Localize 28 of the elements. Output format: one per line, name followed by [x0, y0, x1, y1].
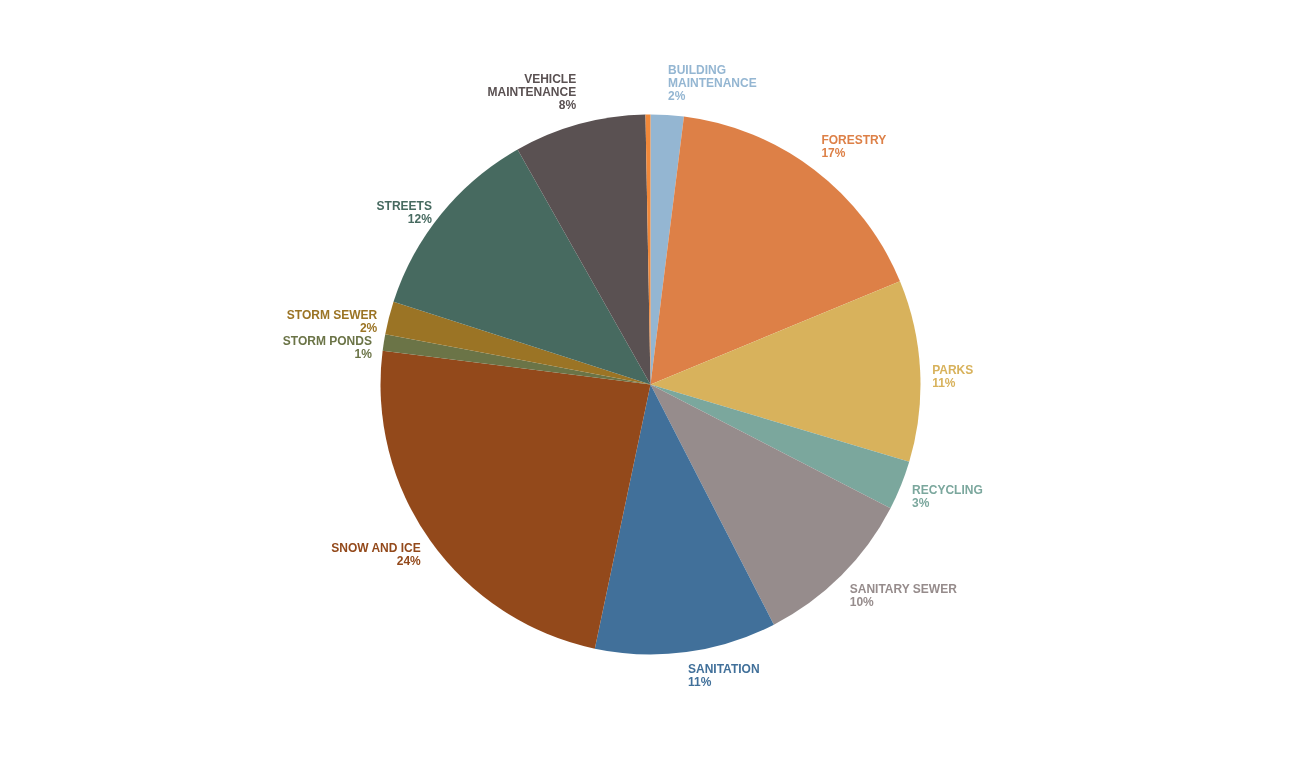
data-label: 8% — [558, 98, 577, 113]
slice-label: STREETS — [376, 199, 432, 214]
data-label: 24% — [396, 554, 422, 569]
data-label: 12% — [407, 212, 433, 227]
data-label: 10% — [849, 595, 875, 610]
slice-label: SANITATION — [687, 662, 760, 676]
slice-label: RECYCLING — [912, 482, 983, 497]
slice-label: SANITARY SEWER — [849, 582, 958, 597]
data-label: 17% — [821, 146, 846, 161]
slice-label: STORM PONDS — [282, 333, 372, 348]
data-label: 1% — [354, 346, 373, 361]
slice-label: VEHICLE MAINTENANCE — [487, 72, 577, 100]
slice-label: SNOW AND ICE — [331, 541, 421, 556]
pie-slice — [650, 384, 910, 509]
data-label: 2% — [359, 320, 378, 335]
pie-slice — [650, 116, 900, 385]
data-label: 11% — [932, 376, 956, 391]
slice-label: PARKS — [932, 363, 974, 378]
data-label: 11% — [687, 675, 712, 689]
pie-slice — [650, 281, 921, 462]
data-label: 2% — [667, 89, 686, 104]
pie-slice — [645, 114, 651, 385]
pie-slice — [594, 384, 774, 655]
slice-label: BUILDING MAINTENANCE — [667, 63, 757, 91]
pie-slice — [517, 114, 651, 385]
slice-label: STORM SEWER — [286, 307, 378, 322]
data-label: 3% — [912, 495, 930, 510]
slice-label: FORESTRY — [821, 133, 887, 148]
